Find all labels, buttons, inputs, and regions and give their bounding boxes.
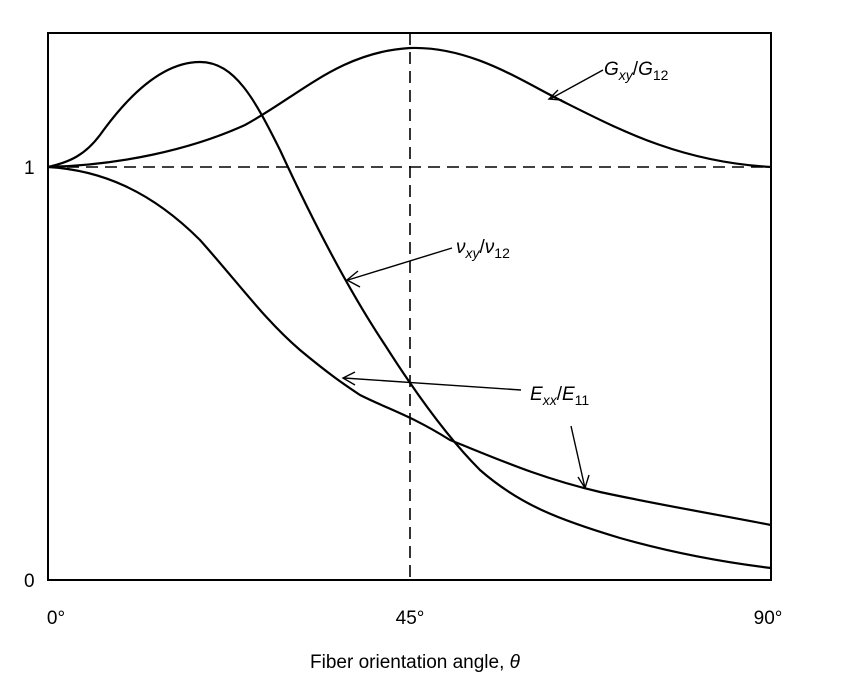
annotation-arrow-line (343, 377, 522, 391)
arrowhead-icon (345, 270, 361, 288)
curve-exx-e11 (47, 165, 772, 527)
arrowhead-icon (547, 89, 563, 101)
arrowhead-icon (341, 371, 356, 386)
curve-vxy-v12 (47, 60, 772, 570)
x-axis-label: Fiber orientation angle, θ (310, 652, 521, 673)
label-vxy-v12: νxy/ν12 (345, 237, 510, 288)
x-tick-90: 90° (754, 608, 783, 629)
curve-gxy-g12 (47, 46, 772, 169)
annotation-arrow-line (549, 69, 604, 100)
svg-text:Exx/E11: Exx/E11 (530, 384, 589, 408)
annotation-arrow-line (570, 425, 586, 489)
y-tick-0: 0 (24, 571, 35, 592)
svg-text:νxy/ν12: νxy/ν12 (456, 237, 510, 261)
arrowhead-icon (577, 474, 590, 490)
x-tick-0: 0° (47, 608, 65, 629)
label-exx-e11: Exx/E11 (341, 371, 590, 490)
annotation-arrow-line (347, 247, 453, 281)
svg-text:Gxy/G12: Gxy/G12 (604, 59, 669, 83)
x-tick-45: 45° (396, 608, 425, 629)
y-tick-1: 1 (24, 158, 35, 179)
label-gxy-g12: Gxy/G12 (547, 59, 669, 101)
